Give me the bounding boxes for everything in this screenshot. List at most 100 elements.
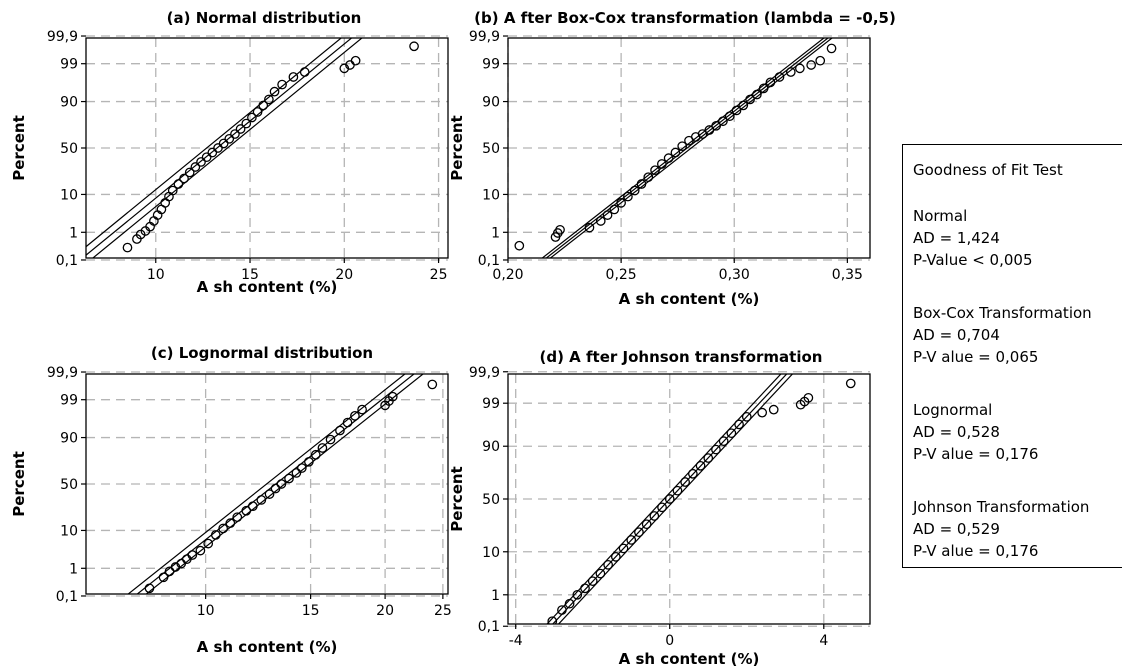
legend-group-johnson: Johnson Transformation AD = 0,529 P-V al…	[913, 496, 1089, 562]
legend-title: Goodness of Fit Test	[913, 161, 1063, 179]
panel-b-data-point	[731, 105, 742, 116]
panel-a-x-axis-label: A sh content (%)	[197, 278, 338, 296]
panel-c-data-point	[218, 523, 228, 534]
panel-b-y-tick-label: 90	[482, 95, 500, 111]
panel-b-upper-ci-line	[541, 38, 825, 258]
panel-b-y-tick-label: 1	[491, 225, 500, 241]
panel-b: 0,1 1 10 50 90 99 99,9 0,20 0,25 0,30 0,35 (b) A ft…	[448, 9, 896, 308]
panel-d-data-point	[634, 527, 644, 538]
legend-boxcox-p: P-V alue = 0,065	[913, 348, 1039, 366]
panel-a: 0,1 1 10 50 90 99 99,9 10 15 20 25 (a) Normal distr…	[10, 9, 449, 296]
panel-d-data-point	[572, 589, 583, 600]
panel-d-x-tick-label: -4	[509, 633, 523, 649]
panel-b-data-point	[718, 116, 728, 127]
panel-a-y-tick-label: 90	[60, 95, 78, 111]
panel-b-y-tick-label: 10	[482, 187, 500, 203]
panel-c-y-tick-label: 10	[60, 523, 78, 539]
panel-a-x-tick-label: 10	[147, 267, 165, 283]
panel-a-data-point	[288, 72, 299, 82]
panel-b-data-point	[514, 240, 525, 251]
panel-a-data-point	[277, 79, 287, 90]
panel-c-data-point	[291, 468, 302, 478]
panel-c-data-point	[317, 443, 328, 453]
panel-b-fit-lines	[541, 38, 834, 258]
panel-d-x-tick-label: 4	[819, 633, 828, 649]
panel-a-data-point	[258, 100, 269, 111]
panel-a-data-point	[218, 138, 229, 149]
panel-b-data-point	[785, 67, 796, 77]
panel-b-y-tick-label: 99	[482, 57, 500, 73]
legend-boxcox-ad: AD = 0,704	[913, 326, 1000, 344]
panel-d-data-point	[595, 568, 606, 579]
panel-c-grid	[86, 371, 448, 597]
panel-b-data-point	[758, 83, 769, 94]
panel-d-data-point	[757, 407, 768, 418]
panel-a-y-tick-label: 0,1	[56, 253, 78, 269]
panel-d-data-point	[547, 616, 558, 624]
panel-d-fit-lines	[546, 374, 794, 624]
panel-c-data-point	[284, 473, 294, 484]
panel-a-data-point	[264, 94, 274, 105]
panel-d-x-tick-label: 0	[665, 633, 674, 649]
legend-johnson-name: Johnson Transformation	[913, 498, 1090, 516]
panel-d-fit-line	[552, 374, 788, 624]
panel-b-data-point	[650, 165, 660, 176]
panel-d: 0,1 1 10 50 90 99 99,9 -4 0 4 (d) A fter Johnson t…	[448, 348, 871, 668]
panel-d-data-point	[557, 605, 567, 615]
panel-b-x-tick-label: 0,20	[492, 267, 523, 283]
panel-c-x-tick-label: 10	[197, 603, 215, 619]
panel-c-data-point	[225, 518, 236, 528]
panel-b-data-point	[670, 147, 681, 158]
panel-b-data-point	[752, 89, 762, 100]
panel-a-data-point	[409, 41, 419, 52]
panel-d-data-point	[664, 494, 675, 504]
panel-a-grid	[86, 35, 448, 261]
panel-c-data-point	[427, 379, 438, 390]
legend-group-boxcox: Box-Cox Transformation AD = 0,704 P-V al…	[913, 302, 1092, 368]
panel-c-data-point	[247, 501, 258, 512]
panel-c-data-point	[264, 489, 275, 499]
panel-c-x-tick-label: 25	[434, 603, 452, 619]
panel-b-data-point	[623, 191, 633, 202]
panel-a-data-point	[196, 157, 206, 167]
panel-d-data-point	[718, 436, 729, 446]
legend-normal-name: Normal	[913, 207, 968, 225]
panel-a-y-tick-label: 1	[69, 225, 78, 241]
panel-d-data-point	[618, 543, 629, 554]
panel-c-data-point	[232, 512, 243, 523]
panel-b-data-point	[656, 159, 667, 169]
panel-d-title: (d) A fter Johnson transformation	[540, 348, 823, 366]
panel-b-x-axis-label: A sh content (%)	[619, 290, 760, 308]
panel-b-data-point	[595, 216, 606, 226]
panel-a-fit-lines	[86, 38, 363, 258]
panel-b-data-point	[745, 94, 755, 105]
panel-d-x-axis-label: A sh content (%)	[619, 650, 760, 668]
legend-lognormal-ad: AD = 0,528	[913, 423, 1000, 441]
panel-c-data-point	[325, 434, 336, 445]
panel-b-y-tick-label: 50	[482, 141, 500, 157]
panel-d-lower-ci-line	[557, 374, 794, 624]
panel-c-y-tick-label: 1	[69, 561, 78, 577]
panel-d-data-point	[580, 583, 590, 594]
panel-b-fit-line	[545, 38, 829, 258]
panel-b-data-point	[602, 210, 613, 220]
panel-b-y-tick-label: 99,9	[469, 29, 500, 45]
legend-johnson-ad: AD = 0,529	[913, 520, 1000, 538]
panel-c-data-point	[310, 449, 321, 460]
panel-c-x-tick-label: 15	[302, 603, 320, 619]
panel-b-data-point	[826, 43, 837, 54]
panel-d-y-tick-label: 0,1	[478, 619, 500, 635]
panel-d-data-point	[626, 535, 637, 545]
panel-c-data-point	[195, 545, 206, 556]
panel-c-data-point	[335, 425, 345, 436]
panel-c-data-point	[210, 530, 221, 540]
panel-c-data-point	[187, 550, 198, 560]
panel-a-data-point	[252, 107, 263, 117]
panel-c-data-point	[387, 391, 398, 402]
panel-a-x-tick-label: 25	[430, 267, 448, 283]
panel-d-data-point	[711, 444, 721, 455]
panel-a-data-point	[184, 167, 195, 178]
panel-b-x-tick-label: 0,25	[606, 267, 637, 283]
panel-c-y-tick-label: 90	[60, 431, 78, 447]
panel-b-data-point	[704, 125, 715, 135]
